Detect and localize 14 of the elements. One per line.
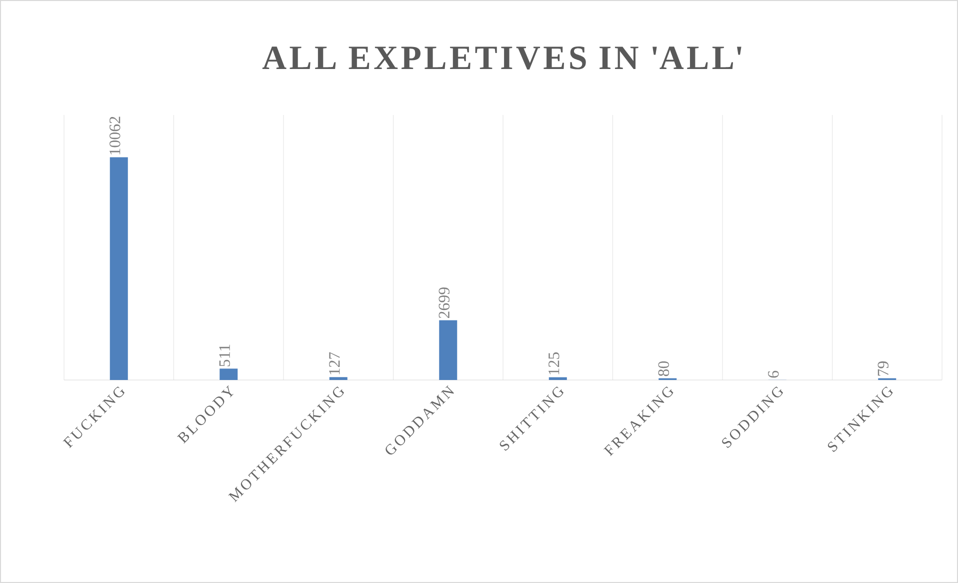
data-label: 127 bbox=[329, 352, 340, 374]
data-label: 2699 bbox=[438, 288, 450, 318]
bar bbox=[110, 157, 128, 380]
data-label: 79 bbox=[878, 361, 888, 376]
bar bbox=[439, 320, 458, 380]
data-label: 6 bbox=[768, 370, 779, 378]
chart-title: ALL EXPLETIVES IN 'ALL' bbox=[262, 46, 742, 70]
bar bbox=[329, 377, 348, 380]
data-label: 511 bbox=[219, 344, 230, 366]
data-label: 125 bbox=[548, 352, 560, 374]
bar bbox=[548, 377, 567, 380]
bar bbox=[220, 368, 238, 380]
data-label: 80 bbox=[658, 361, 670, 376]
data-label: 10062 bbox=[110, 116, 120, 154]
